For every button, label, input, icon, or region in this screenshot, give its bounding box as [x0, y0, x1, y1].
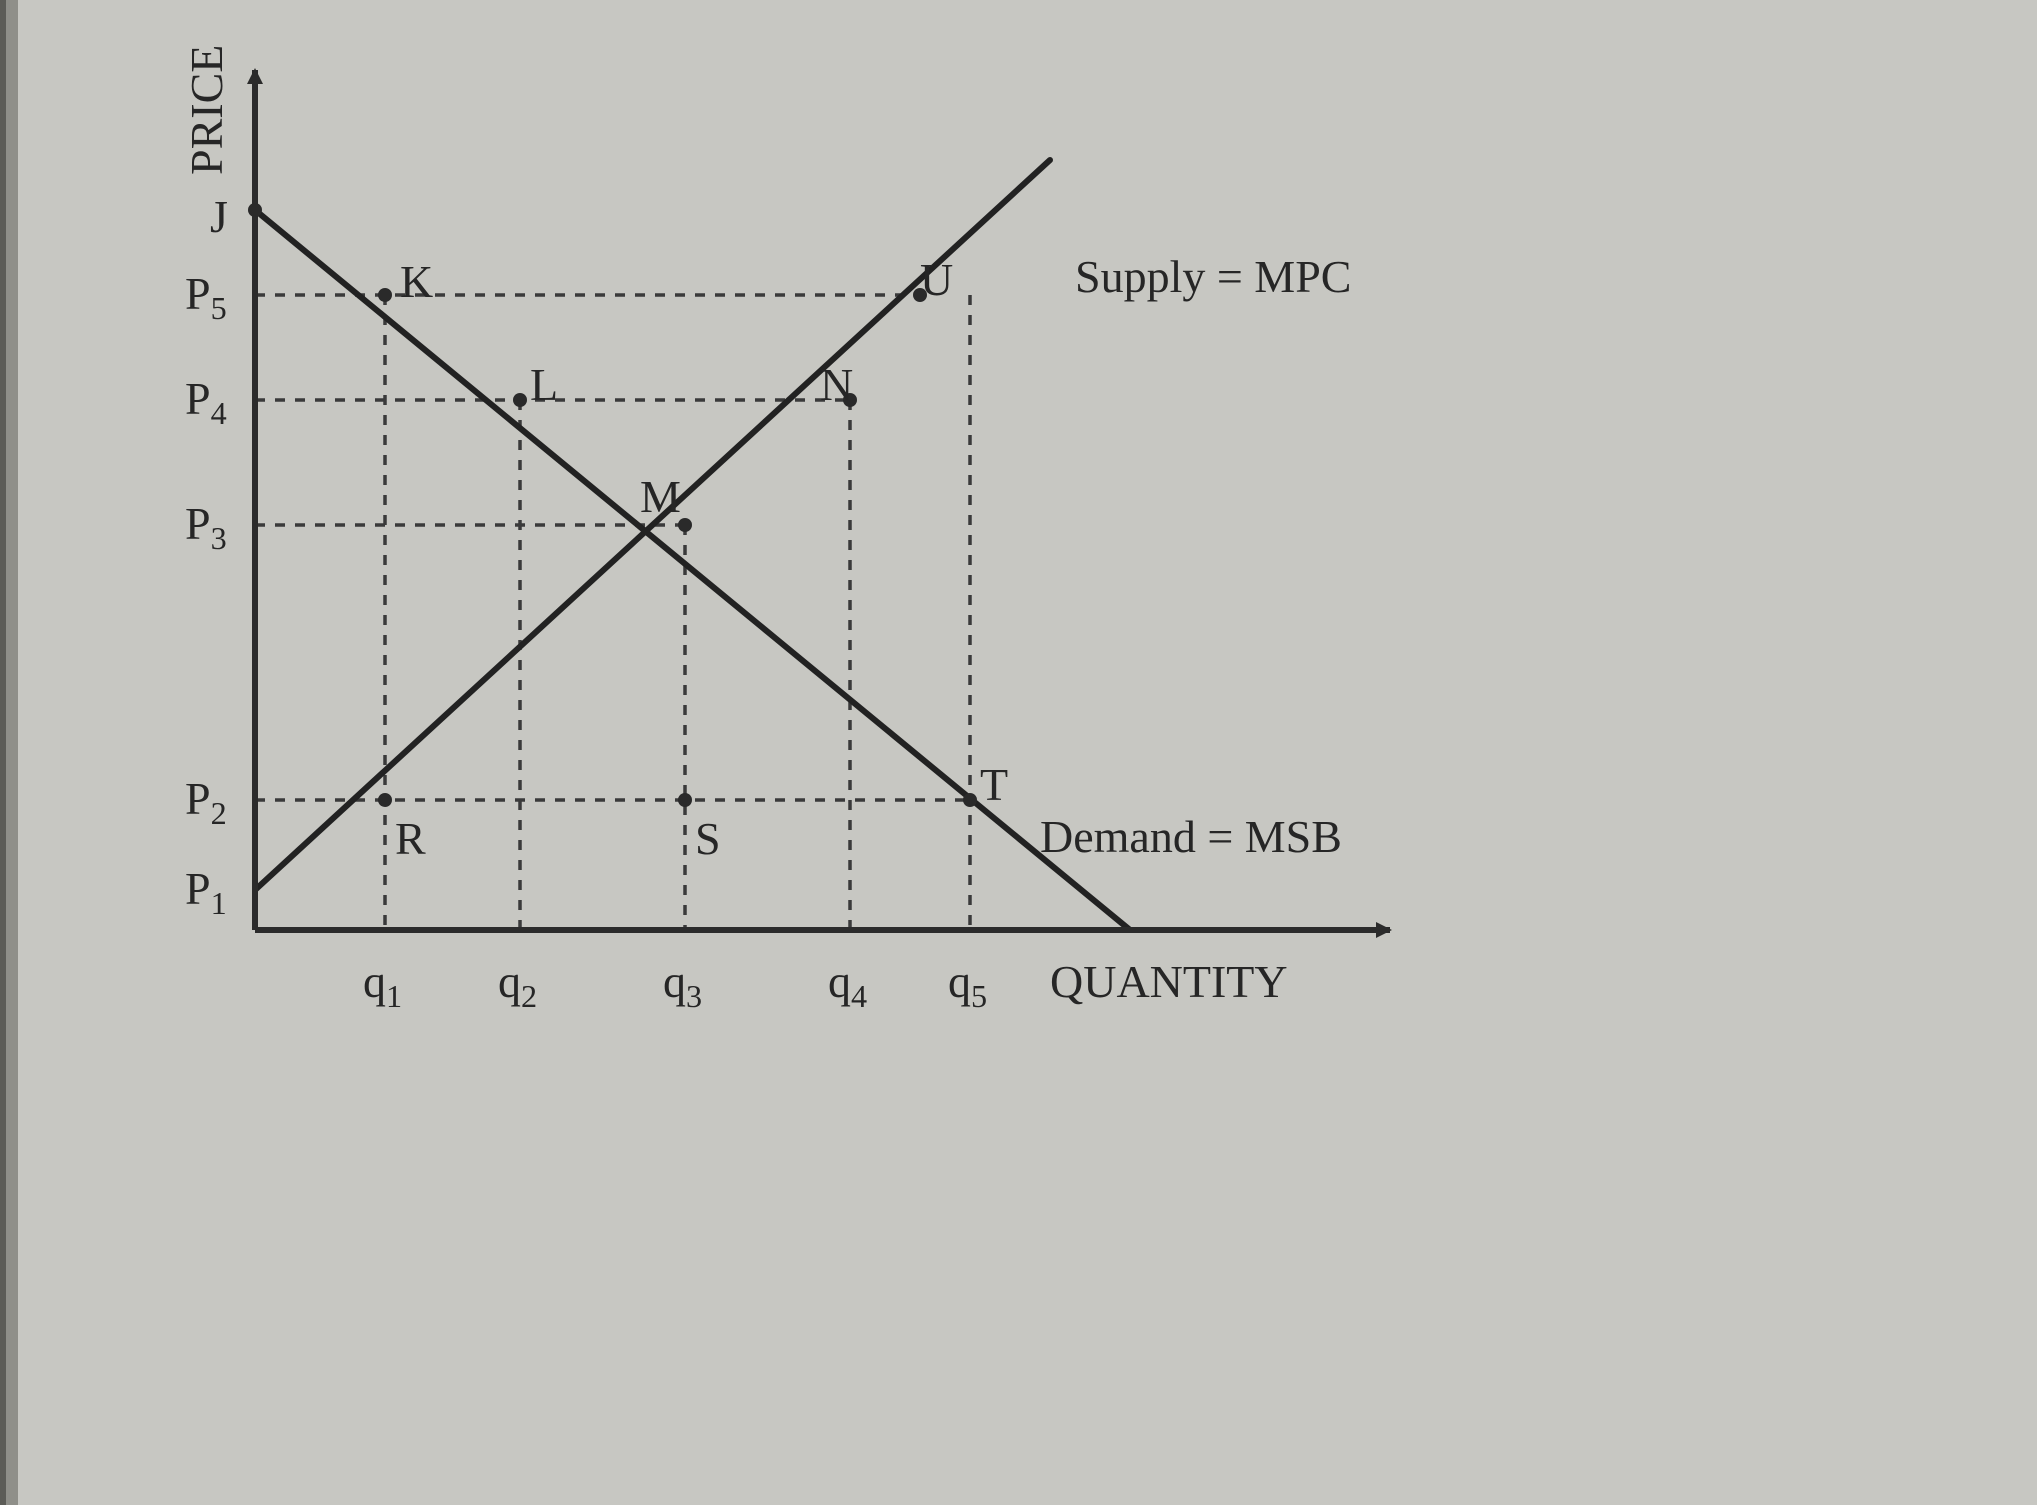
quantity-label-q3: q3	[663, 955, 702, 1015]
point-t	[963, 793, 977, 807]
point-label-k: K	[400, 255, 433, 308]
price-label-p4: P4	[185, 372, 227, 432]
point-label-n: N	[820, 358, 853, 411]
quantity-label-q2: q2	[498, 955, 537, 1015]
chart-svg	[0, 0, 2037, 1505]
y-axis-label: PRICE	[180, 45, 233, 175]
econ-supply-demand-chart: PRICE J K U L N M R S T P5 P4 P3 P2 P1 q1 q2 q3 q4 q5 QUANT…	[0, 0, 2037, 1505]
point-label-t: T	[980, 758, 1008, 811]
point-l	[513, 393, 527, 407]
point-label-u: U	[920, 253, 953, 306]
point-k	[378, 288, 392, 302]
quantity-label-q1: q1	[363, 955, 402, 1015]
demand-label: Demand = MSB	[1040, 810, 1342, 863]
price-label-p2: P2	[185, 772, 227, 832]
point-label-s: S	[695, 812, 721, 865]
price-label-p1: P1	[185, 862, 227, 922]
x-axis-label: QUANTITY	[1050, 955, 1288, 1008]
point-label-r: R	[395, 812, 426, 865]
quantity-label-q4: q4	[828, 955, 867, 1015]
point-label-m: M	[640, 470, 681, 523]
point-label-j: J	[210, 190, 228, 243]
point-label-l: L	[530, 358, 558, 411]
point-j	[248, 203, 262, 217]
quantity-label-q5: q5	[948, 955, 987, 1015]
supply-label: Supply = MPC	[1075, 250, 1351, 303]
page-edge-dark	[0, 0, 6, 1505]
point-s	[678, 793, 692, 807]
point-r	[378, 793, 392, 807]
price-label-p3: P3	[185, 497, 227, 557]
price-label-p5: P5	[185, 267, 227, 327]
